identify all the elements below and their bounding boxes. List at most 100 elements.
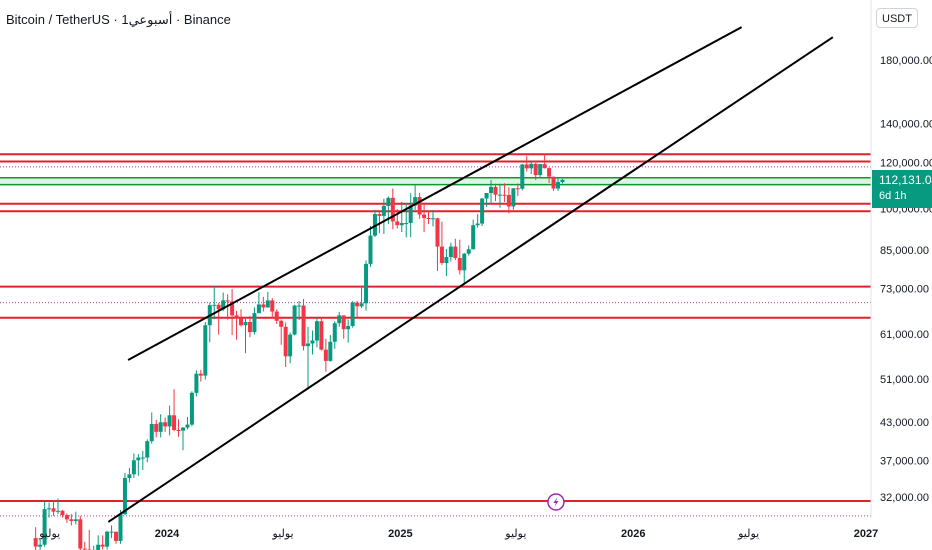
candle-up [189,392,194,425]
candle-down [390,197,395,222]
candle-up [122,477,127,515]
candle-up [297,305,302,307]
time-tick-label: 2025 [388,528,412,540]
time-tick-label: 2027 [854,528,878,540]
candle-down [301,305,306,347]
candle-up [520,164,525,189]
candle-down [547,168,552,177]
candle-down [435,218,440,247]
price-axis[interactable]: 32,000.00 37,000.00 43,000.00 51,000.00 61,0… [880,55,932,504]
candle-down [69,519,74,522]
candle-down [439,246,444,263]
candles-layer [33,153,565,550]
candle-up [203,325,208,376]
candle-down [551,176,556,189]
time-tick-label: يوليو [272,528,294,540]
candle-down [216,304,221,310]
candle-countdown: 6d 1h [879,190,907,202]
candle-down [542,164,547,169]
levels-layer [0,153,871,517]
candle-up [480,198,485,224]
time-tick-label: يوليو [737,528,759,540]
candle-down [239,318,244,326]
candle-up [42,509,47,545]
candle-down [82,548,87,550]
candle-up [475,223,480,226]
candle-down [395,221,400,226]
candle-up [444,257,449,263]
candle-up [399,223,404,226]
time-axis[interactable]: يوليو 2024 يوليو 2025 يوليو 2026 يوليو 2027 [38,528,878,540]
candle-down [524,164,529,169]
price-tick-label: 73,000.00 [880,283,929,295]
candle-down [270,300,275,312]
price-tick-label: 61,000.00 [880,329,929,341]
candle-up [145,441,150,458]
candle-up [314,321,319,341]
candle-down [279,320,284,327]
candle-up [489,186,494,194]
candle-up [413,197,418,206]
candle-down [506,194,511,207]
candle-down [60,510,65,516]
candle-down [422,214,427,218]
candle-down [234,315,239,319]
candle-up [310,340,315,344]
candle-down [283,326,288,357]
candle-up [140,457,145,459]
candle-up [243,322,248,326]
candle-up [194,373,199,393]
time-tick-label: يوليو [38,528,60,540]
candle-up [180,427,185,431]
candle-down [533,163,538,176]
candle-up [511,188,516,207]
candle-up [404,223,409,225]
price-tick-label: 120,000.00 [880,158,932,170]
candle-up [212,304,217,306]
candle-up [47,508,52,510]
candle-up [265,300,270,308]
candle-up [350,302,355,327]
candle-up [529,163,534,169]
candle-up [158,422,163,432]
candle-down [198,373,203,376]
currency-button[interactable]: USDT [876,8,918,28]
candle-up [386,197,391,206]
candle-up [118,514,123,541]
support-zone-fill [0,177,871,185]
candle-up [471,225,476,250]
candle-down [417,197,422,215]
candle-up [332,323,337,342]
candle-up [448,246,453,258]
candle-up [372,214,377,236]
candle-up [73,519,78,522]
candle-down [493,186,498,195]
candle-up [556,182,561,189]
candle-down [163,422,168,427]
candle-up [256,304,261,314]
price-tick-label: 180,000.00 [880,55,932,67]
candle-up [136,457,141,461]
candle-up [252,313,257,333]
candle-up [167,415,172,427]
candle-down [502,194,507,196]
price-tick-label: 32,000.00 [880,492,929,504]
event-marker[interactable] [547,493,565,511]
candle-down [172,415,177,431]
price-tick-label: 37,000.00 [880,455,929,467]
candle-down [457,258,462,271]
time-tick-label: 2026 [621,528,645,540]
candle-up [431,218,436,220]
price-tick-label: 140,000.00 [880,119,932,131]
candle-down [355,302,360,307]
candle-up [462,253,467,271]
candle-up [221,300,226,310]
last-price-badge: 112,131.04 6d 1h [872,170,932,208]
candle-up [337,315,342,324]
candle-up [38,544,43,547]
time-tick-label: يوليو [504,528,526,540]
candle-down [323,349,328,361]
candle-up [55,510,60,512]
candle-up [127,474,132,478]
